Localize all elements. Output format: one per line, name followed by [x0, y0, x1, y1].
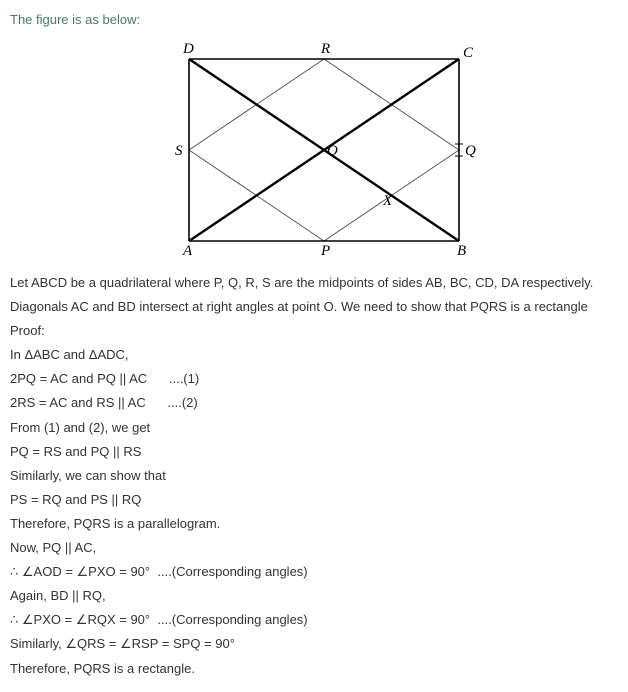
- proof-line: From (1) and (2), we get: [10, 417, 618, 439]
- svg-text:C: C: [463, 45, 474, 61]
- proof-body: Let ABCD be a quadrilateral where P, Q, …: [10, 272, 618, 680]
- svg-text:X: X: [382, 193, 393, 209]
- figure-container: D R C S O Q A P B X: [10, 31, 618, 264]
- proof-line: PS = RQ and PS || RQ: [10, 489, 618, 511]
- svg-text:O: O: [327, 143, 338, 159]
- proof-line: 2PQ = AC and PQ || AC ....(1): [10, 368, 618, 390]
- proof-line: Similarly, we can show that: [10, 465, 618, 487]
- proof-line: PQ = RS and PQ || RS: [10, 441, 618, 463]
- svg-text:B: B: [457, 243, 466, 259]
- proof-line: Therefore, PQRS is a parallelogram.: [10, 513, 618, 535]
- proof-line: In ΔABC and ΔADC,: [10, 344, 618, 366]
- proof-line: ∴ ∠PXO = ∠RQX = 90° ....(Corresponding a…: [10, 609, 618, 631]
- proof-line: Therefore, PQRS is a rectangle.: [10, 658, 618, 680]
- intro-text: The figure is as below:: [10, 12, 618, 27]
- setup-line-1: Let ABCD be a quadrilateral where P, Q, …: [10, 272, 618, 294]
- svg-text:Q: Q: [465, 143, 476, 159]
- proof-line: Now, PQ || AC,: [10, 537, 618, 559]
- svg-text:P: P: [320, 243, 330, 259]
- proof-line: ∴ ∠AOD = ∠PXO = 90° ....(Corresponding a…: [10, 561, 618, 583]
- svg-text:A: A: [182, 243, 193, 259]
- proof-line: Similarly, ∠QRS = ∠RSP = SPQ = 90°: [10, 633, 618, 655]
- proof-line: Again, BD || RQ,: [10, 585, 618, 607]
- geometry-figure: D R C S O Q A P B X: [149, 31, 479, 264]
- proof-line: 2RS = AC and RS || AC ....(2): [10, 392, 618, 414]
- svg-text:S: S: [175, 143, 183, 159]
- figure-svg: D R C S O Q A P B X: [149, 31, 479, 261]
- proof-label: Proof:: [10, 320, 618, 342]
- svg-text:D: D: [182, 41, 194, 57]
- svg-text:R: R: [320, 41, 330, 57]
- setup-line-2: Diagonals AC and BD intersect at right a…: [10, 296, 618, 318]
